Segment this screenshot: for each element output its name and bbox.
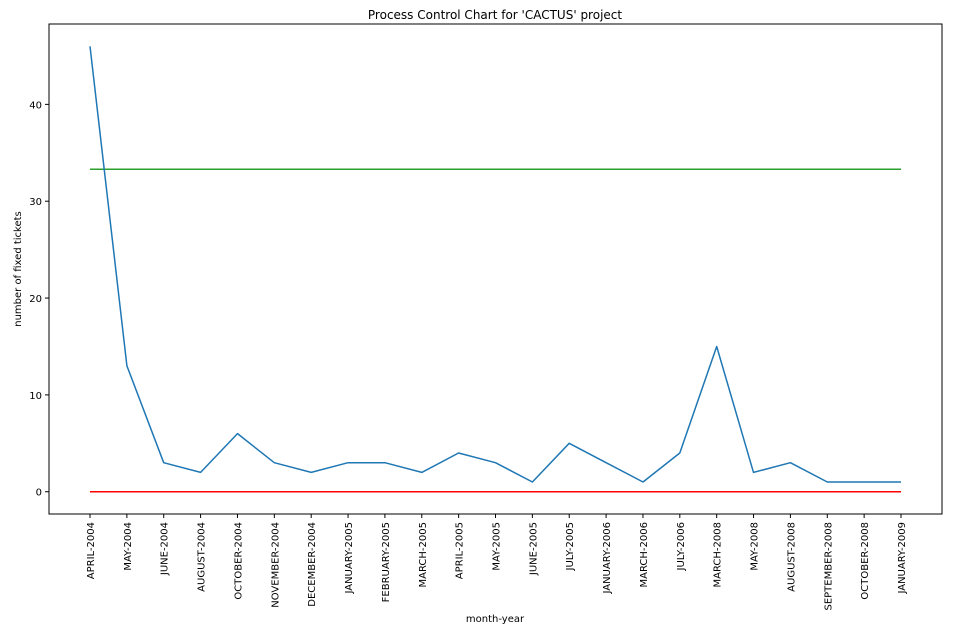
y-tick-label: 30 bbox=[29, 197, 42, 208]
x-tick-label: MAY-2005 bbox=[492, 522, 503, 571]
y-tick-label: 0 bbox=[36, 488, 42, 499]
chart-title: Process Control Chart for 'CACTUS' proje… bbox=[368, 8, 622, 22]
x-tick-label: MARCH-2008 bbox=[713, 522, 724, 587]
x-tick-label: MAY-2008 bbox=[750, 522, 761, 571]
y-axis-label: number of fixed tickets bbox=[13, 211, 24, 327]
x-tick-label: NOVEMBER-2004 bbox=[270, 522, 281, 608]
x-tick-label: MARCH-2005 bbox=[418, 522, 429, 587]
x-tick-label: APRIL-2005 bbox=[455, 522, 466, 579]
x-tick-label: AUGUST-2008 bbox=[786, 522, 797, 592]
x-tick-label: FEBRUARY-2005 bbox=[381, 522, 392, 602]
x-tick-label: JULY-2005 bbox=[565, 522, 576, 572]
x-tick-label: JANUARY-2009 bbox=[897, 522, 908, 595]
x-tick-label: JANUARY-2005 bbox=[344, 522, 355, 595]
x-tick-label: MAY-2004 bbox=[123, 522, 134, 571]
x-tick-label: OCTOBER-2008 bbox=[860, 522, 871, 600]
x-axis: APRIL-2004 MAY-2004 JUNE-2004 AUGUST-2004 OC… bbox=[86, 514, 908, 611]
x-tick-label: JUNE-2004 bbox=[160, 522, 171, 576]
x-tick-label: DECEMBER-2004 bbox=[307, 522, 318, 607]
x-tick-label: SEPTEMBER-2008 bbox=[823, 522, 834, 611]
y-axis: 0 10 20 30 40 bbox=[29, 100, 49, 499]
x-tick-label: APRIL-2004 bbox=[86, 522, 97, 579]
x-tick-label: JUNE-2005 bbox=[528, 522, 539, 576]
series-layer bbox=[89, 46, 901, 493]
y-tick-label: 10 bbox=[29, 391, 42, 402]
plot-area bbox=[48, 23, 943, 515]
x-axis-label: month-year bbox=[466, 614, 525, 625]
x-tick-label: OCTOBER-2004 bbox=[233, 522, 244, 600]
x-tick-label: JANUARY-2006 bbox=[602, 522, 613, 595]
x-tick-label: JULY-2006 bbox=[676, 522, 687, 572]
fixed-tickets-line bbox=[89, 46, 901, 483]
y-tick-label: 40 bbox=[29, 100, 42, 111]
x-tick-label: AUGUST-2004 bbox=[197, 522, 208, 592]
y-tick-label: 20 bbox=[29, 294, 42, 305]
x-tick-label: MARCH-2006 bbox=[639, 522, 650, 587]
